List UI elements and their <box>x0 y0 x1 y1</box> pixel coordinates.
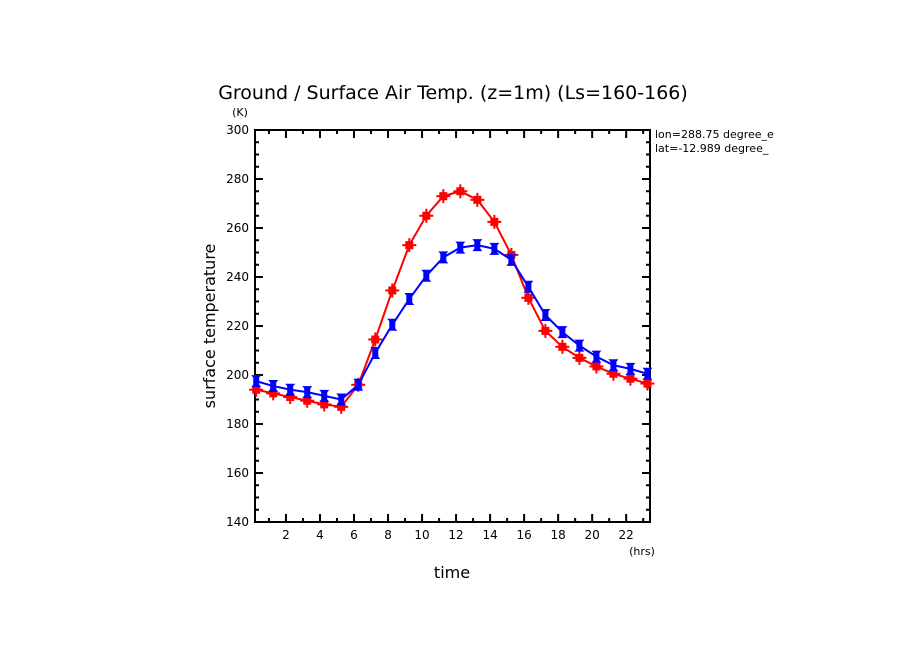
marker-core <box>406 295 413 304</box>
y-tick-label: 220 <box>226 319 249 333</box>
data-point <box>538 323 553 338</box>
y-tick-label: 260 <box>226 221 249 235</box>
y-tick-label: 140 <box>226 515 249 529</box>
x-units-label: (hrs) <box>629 545 655 558</box>
data-point <box>402 238 417 253</box>
data-point <box>438 251 449 264</box>
y-tick-label: 280 <box>226 172 249 186</box>
marker-core <box>440 253 447 262</box>
marker-core <box>593 352 600 361</box>
marker-core <box>389 320 396 329</box>
data-point <box>404 293 415 306</box>
data-point <box>353 378 364 391</box>
data-point <box>319 389 330 402</box>
data-point <box>387 318 398 331</box>
lon-annotation: lon=288.75 degree_e <box>655 128 774 141</box>
marker-core <box>270 382 277 391</box>
y-tick-label: 200 <box>226 368 249 382</box>
data-point <box>625 362 636 375</box>
marker-core <box>423 271 430 280</box>
marker-core <box>525 282 532 291</box>
marker-core <box>321 391 328 400</box>
marker-core <box>304 388 311 397</box>
y-tick-label: 240 <box>226 270 249 284</box>
x-tick-label: 22 <box>619 528 634 542</box>
y-units-label: (K) <box>232 106 248 119</box>
x-tick-label: 8 <box>384 528 392 542</box>
data-point <box>574 339 585 352</box>
data-point <box>591 350 602 363</box>
series-line-surface-air <box>255 244 648 401</box>
marker-core <box>559 328 566 337</box>
x-tick-label: 20 <box>585 528 600 542</box>
x-tick-label: 6 <box>350 528 358 542</box>
x-tick-label: 4 <box>316 528 324 542</box>
data-point <box>506 253 517 266</box>
data-point <box>455 241 466 254</box>
marker-core <box>644 369 651 378</box>
x-tick-label: 18 <box>550 528 565 542</box>
lat-annotation: lat=-12.989 degree_ <box>655 142 769 155</box>
data-point <box>521 290 536 305</box>
data-point <box>336 393 347 406</box>
marker-core <box>338 395 345 404</box>
marker-core <box>491 244 498 253</box>
marker-core <box>508 255 515 264</box>
y-tick-label: 300 <box>226 123 249 137</box>
data-point <box>368 332 383 347</box>
y-axis-label: surface temperature <box>200 244 219 409</box>
data-point <box>642 367 653 380</box>
plot-frame <box>254 129 651 523</box>
x-tick-label: 14 <box>482 528 497 542</box>
y-tick-label: 160 <box>226 466 249 480</box>
marker-core <box>474 241 481 250</box>
data-point <box>470 192 485 207</box>
data-point <box>572 350 587 365</box>
data-point <box>251 375 262 388</box>
marker-core <box>287 385 294 394</box>
data-point <box>302 386 313 399</box>
chart-title: Ground / Surface Air Temp. (z=1m) (Ls=16… <box>218 82 688 104</box>
marker-core <box>542 310 549 319</box>
data-point <box>487 214 502 229</box>
marker-core <box>457 243 464 252</box>
data-point <box>472 239 483 252</box>
data-point <box>385 283 400 298</box>
data-point <box>436 189 451 204</box>
data-point <box>268 380 279 393</box>
data-point <box>555 339 570 354</box>
data-point <box>540 308 551 321</box>
marker-core <box>355 380 362 389</box>
data-point <box>370 346 381 359</box>
data-point <box>285 383 296 396</box>
series-line-ground <box>255 190 648 408</box>
marker-core <box>610 361 617 370</box>
x-tick-label: 10 <box>414 528 429 542</box>
x-tick-label: 2 <box>282 528 290 542</box>
y-tick-label: 180 <box>226 417 249 431</box>
marker-core <box>372 348 379 357</box>
data-point <box>453 184 468 199</box>
data-point <box>421 269 432 282</box>
marker-core <box>627 364 634 373</box>
x-tick-label: 12 <box>448 528 463 542</box>
x-axis-label: time <box>434 563 470 582</box>
data-point <box>489 242 500 255</box>
marker-core <box>253 377 260 386</box>
x-tick-label: 16 <box>516 528 531 542</box>
data-point <box>608 359 619 372</box>
marker-core <box>576 341 583 350</box>
data-point <box>557 326 568 339</box>
data-point <box>419 208 434 223</box>
data-point <box>523 280 534 293</box>
